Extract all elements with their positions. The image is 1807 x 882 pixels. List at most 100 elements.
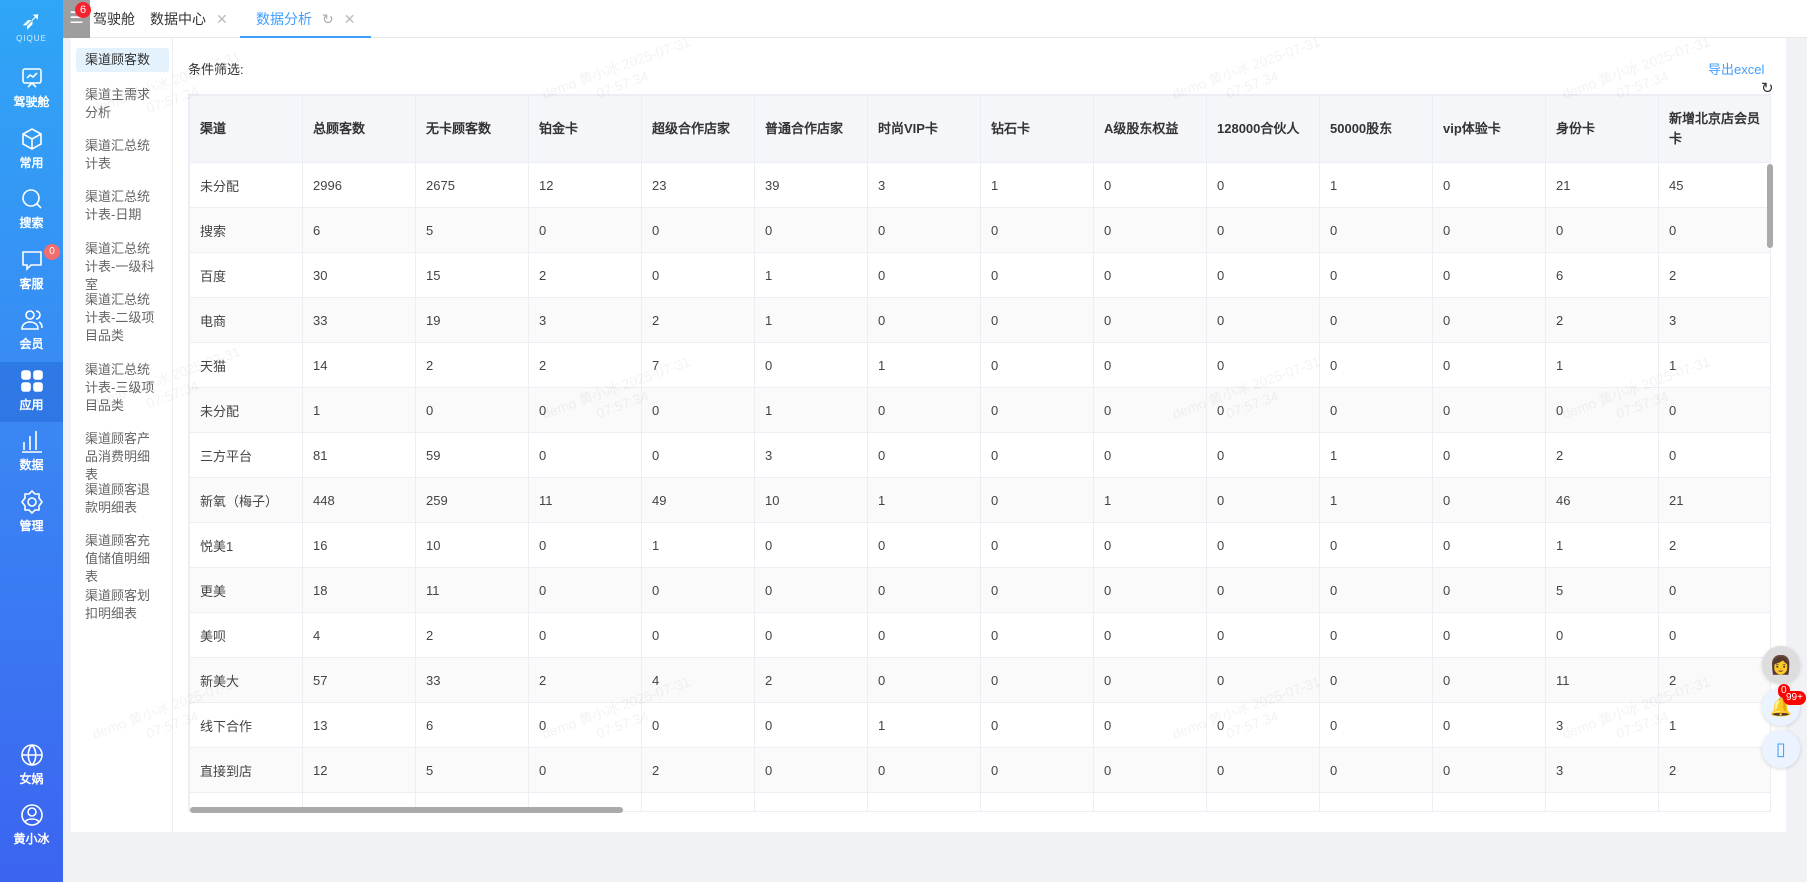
nav-item-0[interactable]: 驾驶舱 — [0, 59, 63, 119]
table-cell: 0 — [754, 522, 868, 568]
nav-bottom-item-1[interactable]: 黄小冰 — [0, 796, 63, 856]
table-cell: 10 — [641, 792, 755, 811]
column-header[interactable]: 新增北京店会员卡 — [1658, 95, 1770, 163]
table-cell: 0 — [528, 567, 642, 613]
tab-data-analysis[interactable]: 数据分析 ↻ ✕ — [240, 0, 372, 38]
avatar-button[interactable]: 👩 — [1762, 646, 1800, 684]
horizontal-scrollbar[interactable] — [190, 807, 623, 813]
table-cell: 12 — [528, 162, 642, 208]
table-cell: 线下合作 — [189, 702, 303, 748]
bar-chart-icon — [21, 431, 42, 453]
submenu-item[interactable]: 渠道汇总统计表-一级科室 — [85, 241, 155, 292]
nav-item-6[interactable]: 数据 — [0, 422, 63, 482]
table-cell: 0 — [867, 567, 981, 613]
nav-item-4[interactable]: 会员 — [0, 301, 63, 361]
table-cell: 0 — [641, 567, 755, 613]
submenu-item[interactable]: 渠道汇总统计表-日期 — [85, 189, 151, 222]
table-cell: 0 — [641, 387, 755, 433]
nav-item-7[interactable]: 管理 — [0, 483, 63, 543]
table-cell: 2 — [528, 342, 642, 388]
nav-item-1[interactable]: 常用 — [0, 120, 63, 180]
submenu-item[interactable]: 渠道汇总统计表-三级项目品类 — [85, 362, 155, 413]
table-cell: 2 — [415, 342, 529, 388]
table-cell: 0 — [754, 747, 868, 793]
submenu-item[interactable]: 渠道主需求分析 — [85, 87, 151, 120]
table-cell: 81 — [302, 432, 416, 478]
mobile-button[interactable]: ▯ — [1762, 730, 1800, 768]
table-cell: 2 — [1545, 432, 1659, 478]
submenu-item[interactable]: 渠道汇总统计表-二级项目品类 — [85, 292, 155, 343]
nav-item-5[interactable]: 应用 — [0, 361, 63, 422]
table-cell: 3 — [528, 297, 642, 343]
table-cell: 0 — [867, 657, 981, 703]
submenu-item[interactable]: 渠道顾客退款明细表 — [85, 482, 151, 515]
nav-item-label: 客服 — [19, 276, 44, 291]
table-cell: 0 — [641, 207, 755, 253]
column-header[interactable]: 身份卡 — [1545, 95, 1659, 163]
submenu-item[interactable]: 渠道顾客数 — [76, 48, 169, 72]
refresh-icon[interactable]: ↻ — [322, 11, 334, 27]
table-cell: 39 — [754, 162, 868, 208]
table-cell: 1 — [1658, 702, 1770, 748]
table-cell: 19 — [415, 297, 529, 343]
table-cell: 33 — [302, 297, 416, 343]
table-cell: 0 — [980, 747, 1094, 793]
table-cell: 0 — [1432, 702, 1546, 748]
submenu-item[interactable]: 渠道顾客产品消费明细表 — [85, 431, 151, 482]
table-cell: 0 — [1206, 162, 1320, 208]
table-cell: 448 — [302, 477, 416, 523]
column-header[interactable]: 总顾客数 — [302, 95, 416, 163]
table-cell: 0 — [1658, 207, 1770, 253]
column-header[interactable]: 时尚VIP卡 — [867, 95, 981, 163]
column-header[interactable]: 128000合伙人 — [1206, 95, 1320, 163]
close-icon[interactable]: ✕ — [343, 11, 356, 27]
table-cell: 6 — [1545, 252, 1659, 298]
refresh-icon[interactable]: ↻ — [1761, 80, 1774, 97]
vertical-scrollbar[interactable] — [1767, 164, 1773, 248]
column-header[interactable]: 渠道 — [189, 95, 303, 163]
column-header[interactable]: 普通合作店家 — [754, 95, 868, 163]
column-header[interactable]: 无卡顾客数 — [415, 95, 529, 163]
submenu-item[interactable]: 渠道顾客充值储值明细表 — [85, 533, 151, 584]
table-cell: 0 — [415, 387, 529, 433]
table-cell: 2 — [1545, 297, 1659, 343]
table-cell: 0 — [867, 252, 981, 298]
nav-bottom-item-0[interactable]: 女娲 — [0, 736, 63, 796]
table-cell: 0 — [1093, 432, 1207, 478]
tab-data-center[interactable]: 数据中心 ✕ — [150, 0, 228, 38]
table-cell: 0 — [867, 297, 981, 343]
submenu-item[interactable]: 渠道顾客划扣明细表 — [85, 588, 151, 621]
table-cell: 0 — [980, 702, 1094, 748]
table-cell: 0 — [1432, 252, 1546, 298]
cube-icon — [21, 127, 42, 150]
table-cell: 新氧（梅子） — [189, 477, 303, 523]
table-cell: 0 — [528, 522, 642, 568]
table-cell: 百度 — [189, 252, 303, 298]
tab-cockpit[interactable]: 驾驶舱 — [93, 0, 135, 38]
column-header[interactable]: 50000股东 — [1319, 95, 1433, 163]
table-cell: 0 — [1658, 612, 1770, 658]
table-cell: 1 — [1319, 162, 1433, 208]
close-icon[interactable]: ✕ — [216, 11, 228, 27]
column-header[interactable]: A级股东权益 — [1093, 95, 1207, 163]
nav-item-2[interactable]: 搜索 — [0, 180, 63, 240]
export-excel-link[interactable]: 导出excel — [1708, 62, 1765, 77]
column-header[interactable]: vip体验卡 — [1432, 95, 1546, 163]
submenu-item[interactable]: 渠道汇总统计表 — [85, 138, 151, 171]
column-header[interactable]: 超级合作店家 — [641, 95, 755, 163]
table-cell: 15 — [415, 252, 529, 298]
column-header[interactable]: 钻石卡 — [980, 95, 1094, 163]
table-cell: 13 — [302, 702, 416, 748]
column-header[interactable]: 铂金卡 — [528, 95, 642, 163]
table-cell: 2 — [1658, 657, 1770, 703]
table-cell: 0 — [980, 297, 1094, 343]
table-cell: 0 — [980, 522, 1094, 568]
table-cell: 0 — [1545, 612, 1659, 658]
nav-item-label: 应用 — [19, 397, 44, 412]
nav-item-3[interactable]: 客服 0 — [0, 241, 63, 301]
table-cell: 0 — [754, 207, 868, 253]
table-cell: 0 — [1206, 567, 1320, 613]
notification-badge-small: 0 — [1778, 684, 1790, 698]
table-row: 百度 30 15 2 0 1 0 0 0 0 0 0 6 2 — [189, 252, 1770, 298]
table-cell: 0 — [1432, 387, 1546, 433]
